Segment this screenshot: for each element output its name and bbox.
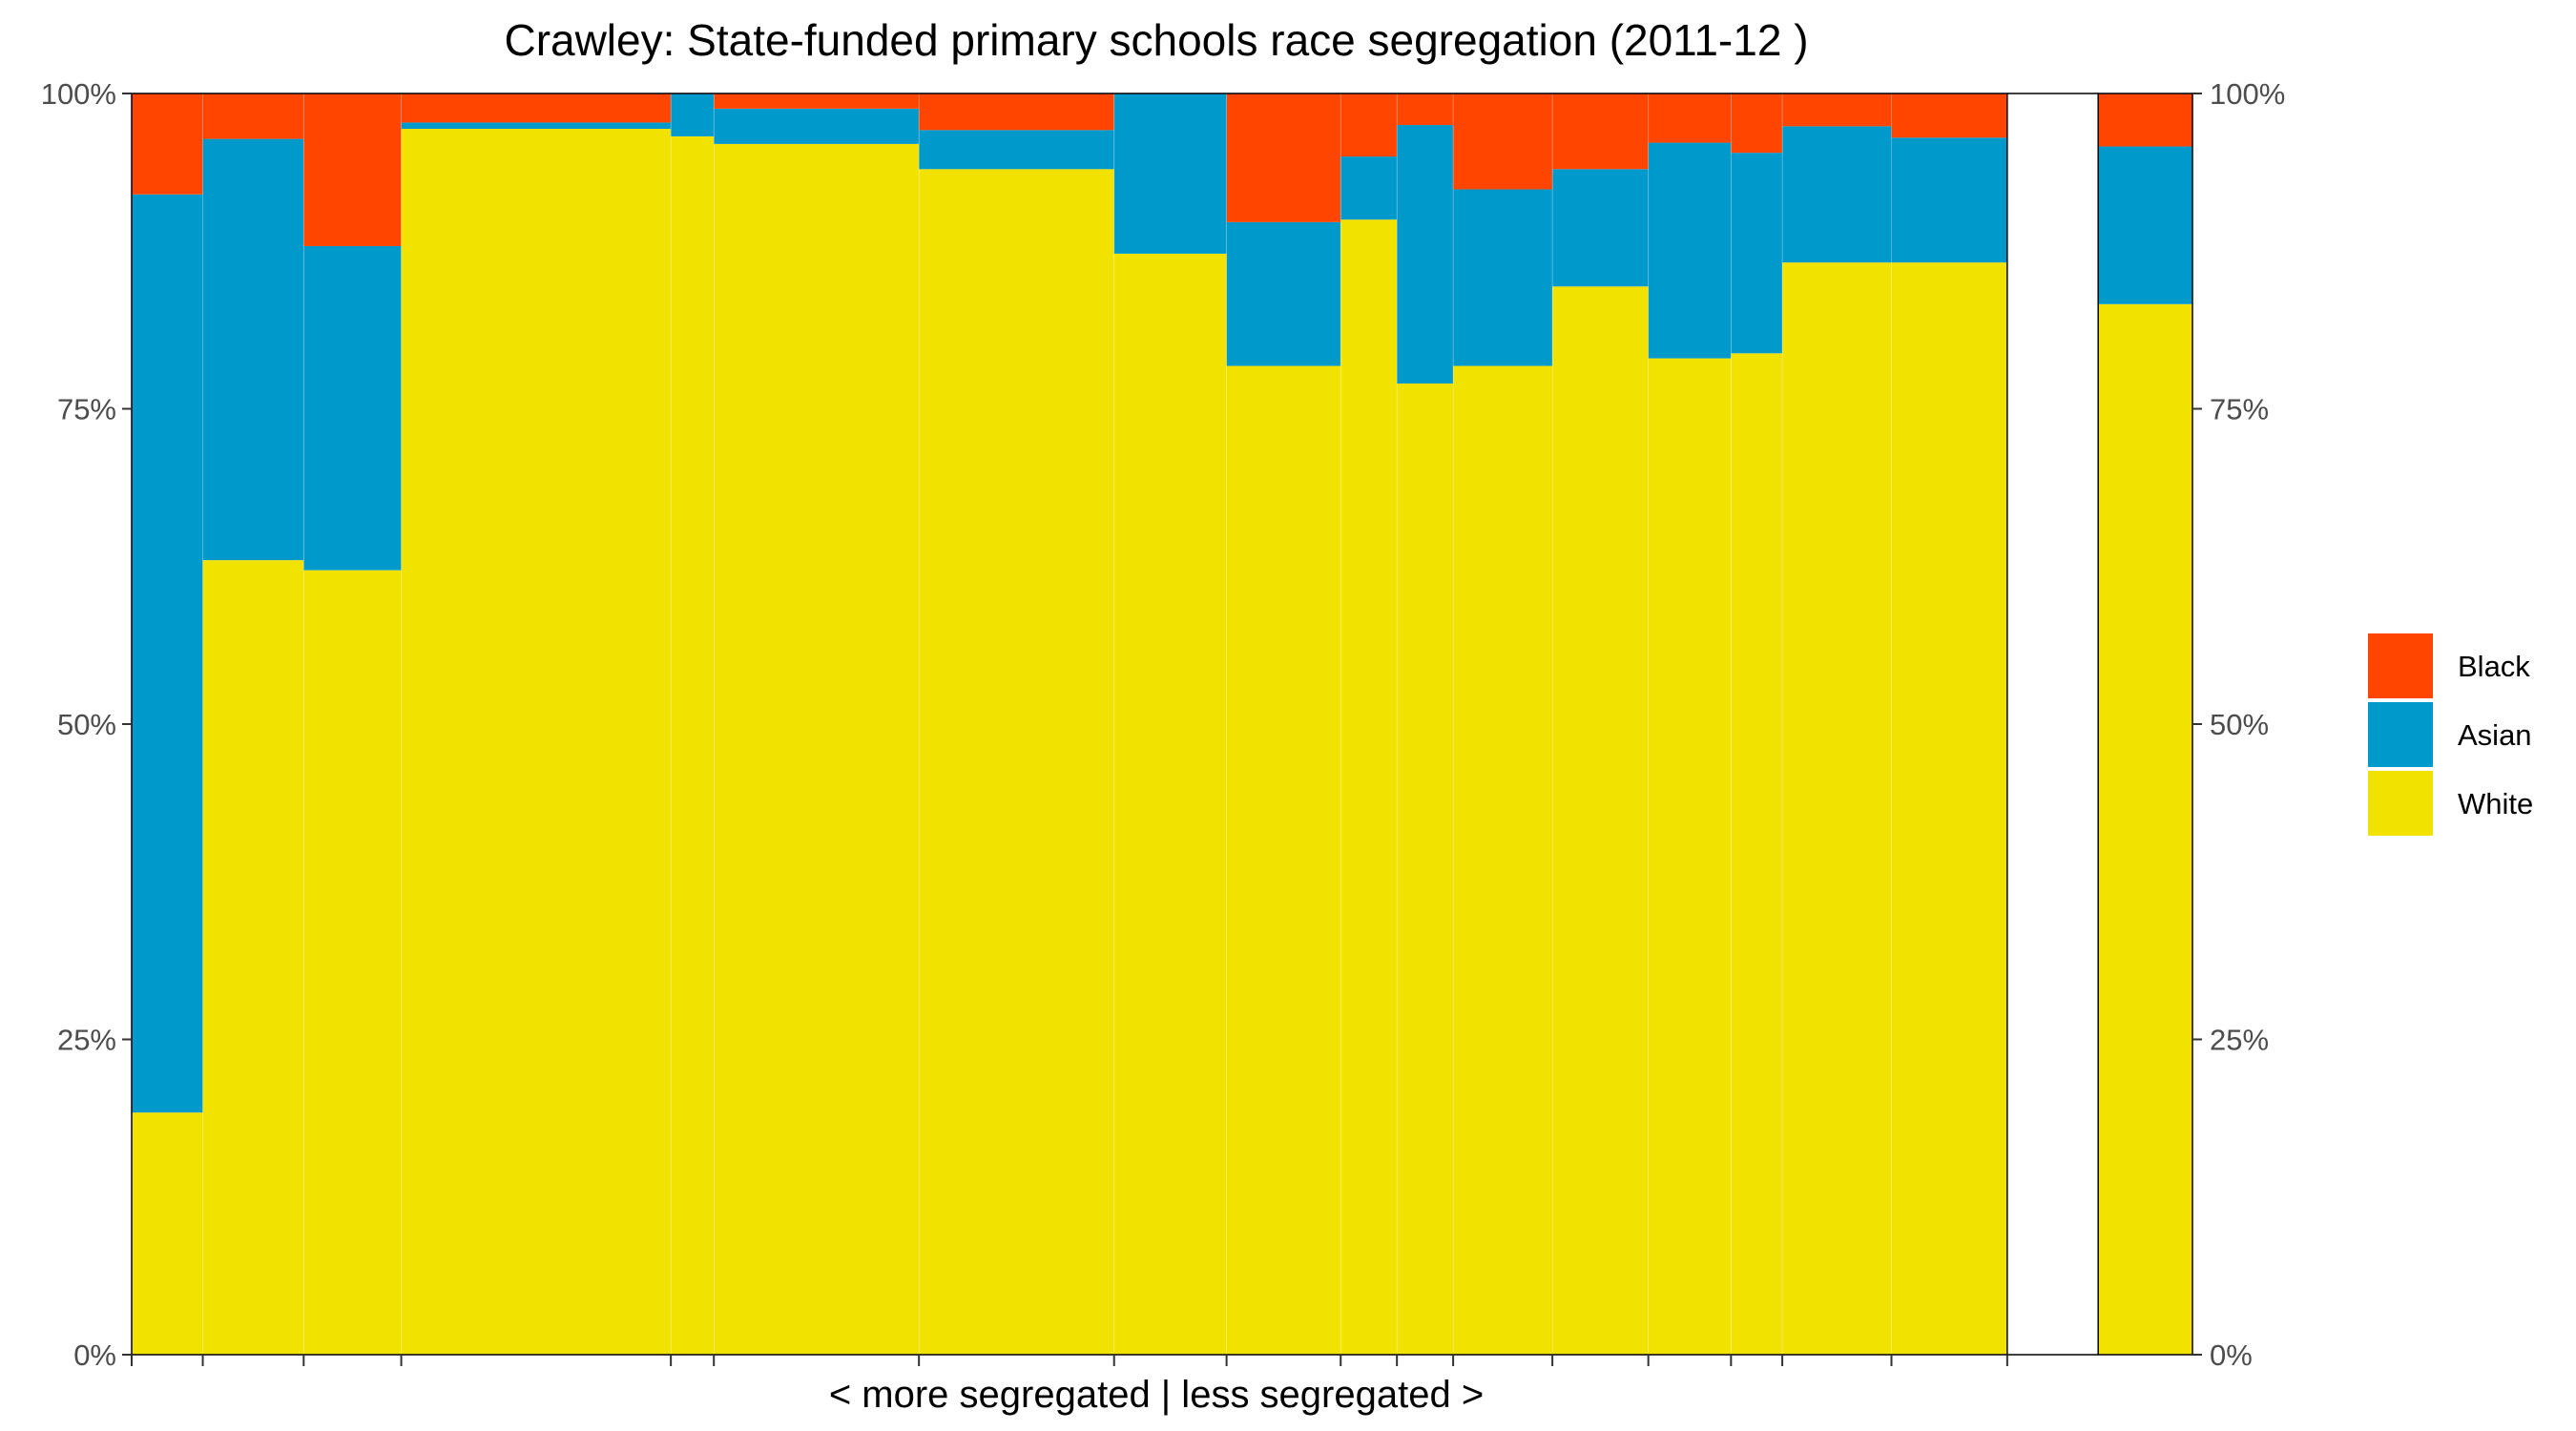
axis-layer: 0% 0% 25% 25% 50% 50% 75% 75% 100% 100%: [41, 77, 2286, 1372]
bar-4-white-segment: [671, 135, 715, 1355]
bar-1-asian-segment: [202, 138, 304, 561]
legend: Black Asian White: [2368, 633, 2533, 836]
bar-16-black-segment: [1891, 93, 2007, 138]
bar-16-asian-segment: [1891, 137, 2007, 263]
y-tick-label-right: 50%: [2210, 708, 2269, 741]
legend-label-black: Black: [2458, 650, 2530, 683]
y-tick-label-right: 0%: [2210, 1338, 2253, 1372]
y-tick-label-left: 50%: [57, 708, 116, 741]
bar-10-white-segment: [1397, 384, 1454, 1355]
y-tick-label-left: 0%: [73, 1338, 116, 1372]
bar-14-white-segment: [1731, 353, 1783, 1355]
legend-key-white: [2368, 771, 2433, 836]
chart-title: Crawley: State-funded primary schools ra…: [504, 15, 1808, 65]
bar-8-black-segment: [1226, 93, 1341, 222]
legend-label-white: White: [2458, 787, 2533, 820]
bar-9-white-segment: [1340, 219, 1398, 1356]
bars-layer: [132, 93, 2192, 1356]
bar-11-asian-segment: [1453, 189, 1553, 366]
x-axis-label: < more segregated | less segregated >: [829, 1374, 1484, 1416]
bar-5-white-segment: [714, 143, 920, 1355]
overall-bar-black-segment: [2098, 93, 2192, 147]
legend-key-asian: [2368, 702, 2433, 767]
bar-14-black-segment: [1731, 93, 1783, 154]
bar-1-black-segment: [202, 93, 304, 139]
bar-9-black-segment: [1340, 93, 1398, 157]
bar-2-white-segment: [303, 570, 402, 1355]
bar-15-white-segment: [1782, 262, 1892, 1356]
bar-2-black-segment: [303, 93, 402, 246]
bar-0-black-segment: [132, 93, 203, 195]
bar-7-asian-segment: [1113, 93, 1227, 254]
bar-8-white-segment: [1226, 365, 1341, 1355]
bar-8-asian-segment: [1226, 221, 1341, 366]
bar-0-white-segment: [132, 1112, 203, 1355]
bar-14-asian-segment: [1731, 153, 1783, 354]
bar-13-asian-segment: [1648, 142, 1732, 359]
bar-10-black-segment: [1397, 93, 1454, 126]
bar-10-asian-segment: [1397, 125, 1454, 384]
bar-6-white-segment: [919, 169, 1114, 1355]
overall-bar-white-segment: [2098, 303, 2192, 1356]
y-tick-label-right: 75%: [2210, 393, 2269, 426]
bar-11-white-segment: [1453, 365, 1553, 1355]
bar-9-asian-segment: [1340, 156, 1398, 220]
y-tick-label-left: 25%: [57, 1024, 116, 1057]
bar-4-asian-segment: [671, 93, 715, 136]
bar-16-white-segment: [1891, 262, 2007, 1356]
y-tick-label-right: 100%: [2210, 77, 2285, 111]
legend-label-asian: Asian: [2458, 718, 2532, 752]
y-tick-label-left: 75%: [57, 393, 116, 426]
bar-15-black-segment: [1782, 93, 1892, 127]
bar-12-black-segment: [1552, 93, 1649, 170]
bar-0-asian-segment: [132, 194, 203, 1113]
bar-5-black-segment: [714, 93, 920, 109]
bar-6-asian-segment: [919, 130, 1114, 170]
bar-5-asian-segment: [714, 108, 920, 144]
bar-3-black-segment: [401, 93, 672, 123]
bar-3-asian-segment: [401, 122, 672, 130]
bar-6-black-segment: [919, 93, 1114, 131]
bar-12-white-segment: [1552, 286, 1649, 1355]
bar-13-black-segment: [1648, 93, 1732, 143]
bar-1-white-segment: [202, 560, 304, 1355]
bar-11-black-segment: [1453, 93, 1553, 190]
legend-key-black: [2368, 633, 2433, 698]
y-tick-label-right: 25%: [2210, 1024, 2269, 1057]
bar-3-white-segment: [401, 129, 672, 1356]
overall-bar-asian-segment: [2098, 146, 2192, 304]
bar-12-asian-segment: [1552, 169, 1649, 287]
bar-2-asian-segment: [303, 245, 402, 570]
bar-13-white-segment: [1648, 358, 1732, 1355]
bar-7-white-segment: [1113, 253, 1227, 1355]
bar-15-asian-segment: [1782, 126, 1892, 263]
y-tick-label-left: 100%: [41, 77, 116, 111]
